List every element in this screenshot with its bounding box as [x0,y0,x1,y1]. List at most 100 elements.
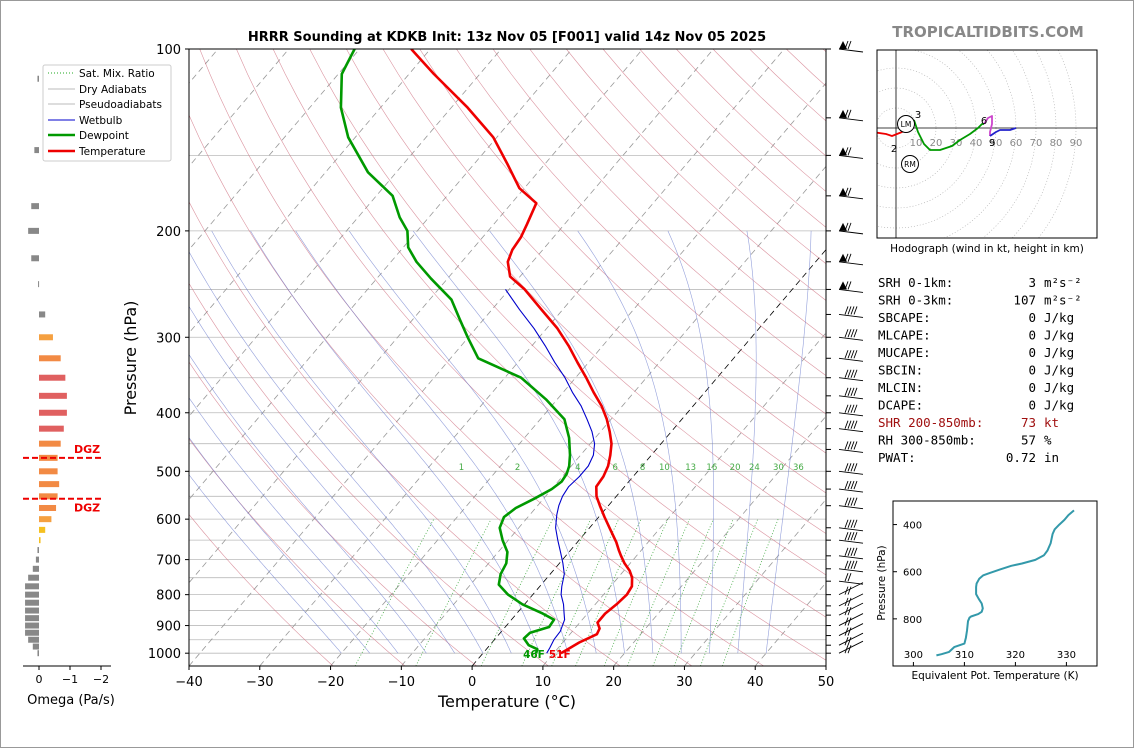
wind-barb-flag [844,497,849,506]
isotherm-line [401,165,826,666]
wind-barb-staff [838,154,864,159]
wind-barb-flag [847,497,852,506]
hodograph-ring-label: 80 [1050,138,1063,149]
wind-barb [838,109,864,122]
wind-barb-flag [847,586,852,595]
wind-barb-flag [850,547,855,556]
wind-barb [838,497,864,510]
index-name: MLCAPE: [878,328,931,343]
wind-barb-flag [847,387,852,396]
wind-barb-staff [838,48,864,53]
wind-barb-flag [844,350,849,359]
wind-barb-flag [847,597,852,607]
legend-label-mix: Sat. Mix. Ratio [79,68,155,80]
index-unit: % [1044,433,1052,448]
omega-bar [37,650,39,657]
moist-adiabat [489,230,654,654]
wind-barb-pennant [839,222,847,231]
theta-e-xlabel: Equivalent Pot. Temperature (K) [911,670,1078,682]
x-tick-label: 50 [818,675,835,690]
wind-barb-flag [850,463,855,472]
isotherm-line [189,49,714,666]
wind-barb [838,369,864,382]
wind-barb-flag [844,637,849,646]
wind-barb-flag [847,147,852,156]
dry-adiabat [189,438,406,666]
wind-barb-flag [853,387,858,396]
index-unit: J/kg [1044,380,1074,395]
dry-adiabat [236,49,826,661]
indices-table: SRH 0-1km: 3 m²s⁻² SRH 0-3km: 107 m²s⁻² SBCAPE… [878,275,1082,465]
omega-tick-label: −1 [62,673,78,686]
moist-adiabat [667,230,714,654]
wind-barb-staff [838,377,864,382]
mixing-ratio-line [627,519,690,666]
wind-barb [838,582,864,596]
wind-barb [838,187,864,200]
theta-e-x-tick-label: 320 [1006,650,1025,661]
wind-barb-flag [850,387,855,396]
index-name: RH 300-850mb: [878,433,976,448]
theta-e-y-tick-label: 800 [903,615,922,626]
index-name: SBCAPE: [878,310,931,325]
wind-barb-staff [838,117,864,122]
wind-barb-flag [847,306,852,315]
wind-barb-pennant [839,109,847,118]
wind-barb-flag [850,519,855,528]
mixing-ratio-label: 30 [773,463,784,473]
omega-bar [39,481,60,488]
isotherm-line [189,49,431,334]
omega-bar [25,583,39,590]
dry-adiabat [189,513,334,666]
isotherm-line [471,249,826,666]
wind-barb-staff [838,261,864,266]
omega-bar [37,547,39,554]
legend-label-wetbulb: Wetbulb [79,115,123,127]
wind-barb-flag [844,463,849,472]
index-value: 0 [1028,398,1036,413]
wind-barb-staff [838,568,864,573]
wind-barb-staff [838,582,864,596]
wind-barb-staff [838,313,864,318]
wind-barb-flag [853,350,858,359]
wind-barb-flag [847,617,852,626]
wind-barb-flag [844,369,849,378]
wind-barb-flag [850,560,855,569]
mixing-ratio-label: 8 [640,463,645,473]
y-tick-label: 900 [156,620,181,635]
wind-barb-flag [847,420,852,429]
wind-barb [838,281,864,293]
omega-bar [34,147,39,154]
index-value: 73 [1021,415,1036,430]
omega-bar [25,607,39,614]
hodograph-plot: 10203040506070809012369LMRM [877,50,1097,238]
omega-bar [39,468,58,475]
index-value: 0 [1028,345,1036,360]
omega-bar [39,493,58,500]
wind-barb-flag [844,420,849,429]
wind-barb-flag [844,547,849,556]
wind-barb-flag [844,147,849,156]
series-line-temperature [410,49,634,655]
wind-barb-flag [844,645,849,654]
theta-e-frame [892,500,1098,667]
wind-barb-staff [838,428,864,433]
index-name: MLCIN: [878,380,923,395]
mixing-ratio-label: 10 [659,463,670,473]
mixing-ratio-label: 4 [575,463,580,473]
index-unit: m²s⁻² [1044,275,1082,290]
wind-barb-flag [850,369,855,378]
wind-barb-pennant [839,41,847,49]
wind-barb-pennant [839,253,847,262]
theta-e-x-tick-label: 330 [1057,650,1076,661]
wind-barb-flag [853,369,858,378]
omega-bar [39,454,58,461]
wind-barb-flag [853,404,858,413]
wind-barb-flag [847,404,852,413]
watermark-text: TROPICALTIDBITS.COM [892,23,1084,41]
wind-barb-flag [847,606,852,616]
wind-barb-staff [838,593,864,607]
wind-barb [838,40,864,53]
legend: Sat. Mix. Ratio Dry Adiabats Pseudoadiab… [42,64,172,162]
